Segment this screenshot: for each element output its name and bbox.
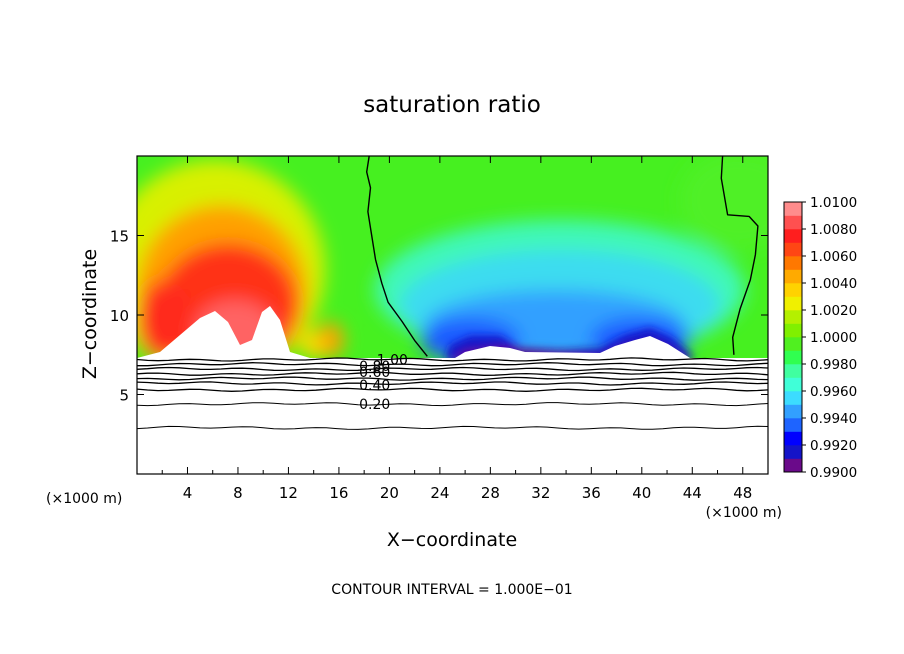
y-tick-label-1: 10 xyxy=(110,307,129,325)
colorbar-label-10: 0.9900 xyxy=(810,465,857,481)
colorbar-swatch-16 xyxy=(784,242,802,257)
colorbar-label-4: 1.0020 xyxy=(810,303,857,319)
unity-contour-0 xyxy=(366,156,428,357)
colorbar-label-3: 1.0040 xyxy=(810,276,857,292)
y-tick-label-2: 15 xyxy=(110,228,129,246)
x-tick-label-4: 20 xyxy=(380,484,399,502)
colorbar-swatch-0 xyxy=(784,458,802,473)
chart-title: saturation ratio xyxy=(363,92,541,118)
x-tick-label-8: 36 xyxy=(582,484,601,502)
saturation-field xyxy=(137,156,768,474)
contour-line-1 xyxy=(137,362,768,367)
x-axis: 4 8 12 16 20 24 28 32 36 40 44 48 xyxy=(161,156,752,502)
contour-labels: 1.000.800.600.40 0.20 xyxy=(359,353,408,414)
colorbar-swatch-11 xyxy=(784,310,802,324)
colorbar-label-5: 1.0000 xyxy=(810,330,857,346)
colorbar-label-9: 0.9920 xyxy=(810,438,857,454)
colorbar-label-1: 1.0080 xyxy=(810,222,857,238)
colorbar-label-7: 0.9960 xyxy=(810,384,857,400)
small-yellow-lobe xyxy=(300,331,324,359)
y-unit-label: (×1000 m) xyxy=(46,491,122,507)
x-tick-label-2: 12 xyxy=(279,484,298,502)
unity-contour-1 xyxy=(720,156,759,355)
colorbar-swatch-15 xyxy=(784,256,802,270)
contour-label-3: 0.40 xyxy=(359,378,390,394)
colorbar-swatch-8 xyxy=(784,350,802,365)
contour-label-0: 1.00 xyxy=(377,353,408,369)
colorbar-swatch-13 xyxy=(784,283,802,297)
x-tick-label-6: 28 xyxy=(481,484,500,502)
x-tick-label-3: 16 xyxy=(329,484,348,502)
colorbar-swatch-14 xyxy=(784,269,802,284)
contour-label-4: 0.20 xyxy=(359,397,390,413)
y-axis-label: Z−coordinate xyxy=(79,249,101,379)
y-axis: 5 10 15 xyxy=(110,228,768,405)
colorbar-swatch-18 xyxy=(784,215,802,230)
contour-label-2: 0.60 xyxy=(359,365,390,381)
colorbar-swatch-1 xyxy=(784,445,802,459)
contour-lines xyxy=(137,156,768,430)
colorbar-label-0: 1.0100 xyxy=(810,195,857,211)
contour-line-7 xyxy=(137,402,768,407)
colorbar-label-2: 1.0060 xyxy=(810,249,857,265)
colorbar-swatch-19 xyxy=(784,202,802,216)
contour-line-8 xyxy=(137,425,768,430)
x-tick-label-0: 4 xyxy=(183,484,193,502)
y-tick-label-0: 5 xyxy=(119,387,129,405)
x-axis-label: X−coordinate xyxy=(387,529,517,551)
colorbar-swatch-7 xyxy=(784,364,802,378)
colorbar-swatch-12 xyxy=(784,296,802,311)
contour-label-1: 0.80 xyxy=(359,359,390,375)
colorbar-label-8: 0.9940 xyxy=(810,411,857,427)
x-tick-label-10: 44 xyxy=(683,484,702,502)
colorbar-swatch-4 xyxy=(784,404,802,419)
x-tick-label-11: 48 xyxy=(733,484,752,502)
colorbar-swatch-10 xyxy=(784,323,802,338)
colorbar-swatch-2 xyxy=(784,431,802,446)
contour-line-3 xyxy=(137,371,768,376)
colorbar-swatch-9 xyxy=(784,337,802,351)
contour-line-0 xyxy=(137,357,768,362)
colorbar-swatch-5 xyxy=(784,391,802,405)
colorbar-label-6: 0.9980 xyxy=(810,357,857,373)
x-tick-label-9: 40 xyxy=(632,484,651,502)
x-tick-label-1: 8 xyxy=(233,484,243,502)
colorbar: 1.0100 1.0080 1.0060 1.0040 1.0020 1.0000 0.99… xyxy=(783,195,857,481)
colorbar-swatch-6 xyxy=(784,377,802,392)
colorbar-swatch-17 xyxy=(784,229,802,243)
contour-line-5 xyxy=(137,381,768,386)
x-tick-label-5: 24 xyxy=(430,484,449,502)
contour-line-6 xyxy=(137,387,768,392)
contour-line-4 xyxy=(137,376,768,381)
upper-green-right xyxy=(680,156,768,250)
terrain-mask xyxy=(137,306,768,474)
contour-line-2 xyxy=(137,366,768,372)
colorbar-swatch-3 xyxy=(784,418,802,432)
contour-interval-note: CONTOUR INTERVAL = 1.000E−01 xyxy=(331,582,572,598)
x-tick-label-7: 32 xyxy=(531,484,550,502)
x-unit-label: (×1000 m) xyxy=(706,505,782,521)
